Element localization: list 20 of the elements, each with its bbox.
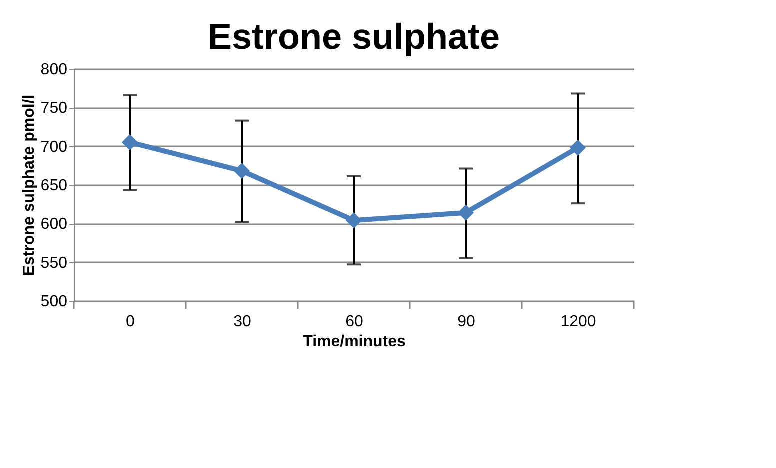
y-tick-label: 600 — [40, 216, 68, 234]
y-tick-label: 800 — [40, 62, 68, 78]
chart-title: Estrone sulphate — [208, 16, 500, 57]
point — [346, 212, 362, 229]
y-tick-label: 700 — [40, 138, 68, 156]
y-tick-label: 500 — [40, 294, 68, 310]
y-axis-title: Estrone sulphate pmol/l — [20, 94, 38, 276]
x-axis-title: Time/minutes — [303, 334, 406, 350]
y-tick-label: 750 — [40, 100, 68, 118]
y-tick-label: 550 — [40, 254, 68, 272]
x-tick-label: 1200 — [560, 314, 596, 330]
x-tick-label: 90 — [458, 314, 476, 330]
point — [570, 140, 586, 156]
point — [458, 204, 474, 221]
point — [122, 134, 138, 151]
y-tick-label: 650 — [40, 178, 68, 194]
x-tick-label: 60 — [346, 314, 364, 330]
x-tick-label: 30 — [234, 314, 252, 330]
point — [234, 163, 250, 180]
x-tick-label: 0 — [126, 314, 136, 330]
